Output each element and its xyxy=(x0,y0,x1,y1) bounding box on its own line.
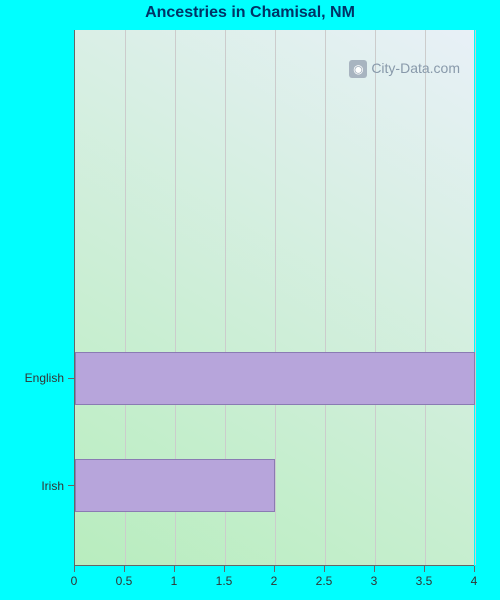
x-tick xyxy=(324,566,325,572)
y-tick xyxy=(68,485,74,486)
chart-title: Ancestries in Chamisal, NM xyxy=(0,4,500,22)
x-tick-label: 0.5 xyxy=(116,574,133,588)
y-tick-label: Irish xyxy=(0,479,64,493)
gridline xyxy=(425,30,426,565)
x-tick-label: 0 xyxy=(71,574,78,588)
x-tick-label: 1 xyxy=(171,574,178,588)
y-tick-label: English xyxy=(0,371,64,385)
x-tick-label: 2 xyxy=(271,574,278,588)
x-tick xyxy=(74,566,75,572)
y-tick xyxy=(68,378,74,379)
gridline xyxy=(375,30,376,565)
x-tick-label: 3.5 xyxy=(416,574,433,588)
x-tick xyxy=(374,566,375,572)
x-tick xyxy=(174,566,175,572)
x-tick xyxy=(124,566,125,572)
gridline xyxy=(325,30,326,565)
x-tick xyxy=(224,566,225,572)
x-tick-label: 4 xyxy=(471,574,478,588)
chart-canvas: Ancestries in Chamisal, NM 0 0.5 1 1.5 2 2.5 3 3… xyxy=(0,0,500,600)
x-tick xyxy=(274,566,275,572)
x-tick-label: 1.5 xyxy=(216,574,233,588)
gridline xyxy=(475,30,476,565)
x-tick xyxy=(424,566,425,572)
x-tick-label: 3 xyxy=(371,574,378,588)
x-tick xyxy=(474,566,475,572)
bar xyxy=(75,352,475,406)
x-tick-label: 2.5 xyxy=(316,574,333,588)
bar xyxy=(75,459,275,513)
plot-area xyxy=(74,30,474,566)
